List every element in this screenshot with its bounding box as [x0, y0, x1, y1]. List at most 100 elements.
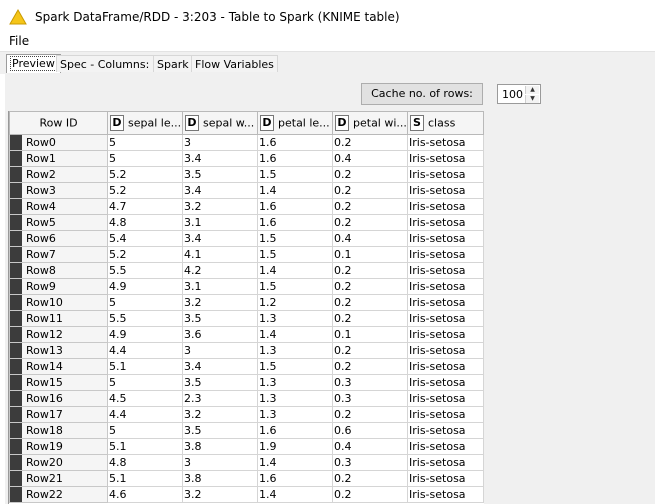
table-row[interactable]: Row14 5.1 3.4 1.5 0.2 Iris-setosa	[9, 358, 484, 375]
table-cell[interactable]: 3	[182, 454, 258, 471]
table-cell[interactable]: Iris-setosa	[407, 230, 484, 247]
table-cell[interactable]: 0.4	[332, 230, 408, 247]
table-row[interactable]: Row22 4.6 3.2 1.4 0.2 Iris-setosa	[9, 486, 484, 503]
table-cell[interactable]: 0.2	[332, 278, 408, 295]
table-cell[interactable]: 0.2	[332, 310, 408, 327]
table-row[interactable]: Row18 5 3.5 1.6 0.6 Iris-setosa	[9, 422, 484, 439]
table-row[interactable]: Row13 4.4 3 1.3 0.2 Iris-setosa	[9, 342, 484, 359]
table-cell[interactable]: 4.5	[107, 390, 183, 407]
table-cell[interactable]: 4.7	[107, 198, 183, 215]
table-cell[interactable]: 1.5	[257, 246, 333, 263]
spin-up-icon[interactable]: ▲	[525, 86, 539, 94]
table-cell[interactable]: 5.4	[107, 230, 183, 247]
table-row[interactable]: Row7 5.2 4.1 1.5 0.1 Iris-setosa	[9, 246, 484, 263]
table-cell[interactable]: 5.2	[107, 182, 183, 199]
table-cell[interactable]: 3.2	[182, 486, 258, 503]
table-cell[interactable]: 3	[182, 134, 258, 151]
table-row[interactable]: Row6 5.4 3.4 1.5 0.4 Iris-setosa	[9, 230, 484, 247]
table-cell[interactable]: 0.2	[332, 406, 408, 423]
table-cell[interactable]: 3.4	[182, 358, 258, 375]
row-id-cell[interactable]: Row21	[9, 470, 108, 487]
table-cell[interactable]: 3.1	[182, 214, 258, 231]
table-cell[interactable]: 3.4	[182, 182, 258, 199]
table-cell[interactable]: Iris-setosa	[407, 310, 484, 327]
table-cell[interactable]: 3.2	[182, 294, 258, 311]
table-cell[interactable]: 3.5	[182, 374, 258, 391]
table-row[interactable]: Row0 5 3 1.6 0.2 Iris-setosa	[9, 134, 484, 151]
table-cell[interactable]: 4.4	[107, 406, 183, 423]
table-cell[interactable]: 1.4	[257, 454, 333, 471]
row-id-cell[interactable]: Row7	[9, 246, 108, 263]
table-cell[interactable]: 2.3	[182, 390, 258, 407]
table-cell[interactable]: 0.2	[332, 134, 408, 151]
table-row[interactable]: Row10 5 3.2 1.2 0.2 Iris-setosa	[9, 294, 484, 311]
table-cell[interactable]: 3.6	[182, 326, 258, 343]
table-row[interactable]: Row16 4.5 2.3 1.3 0.3 Iris-setosa	[9, 390, 484, 407]
table-cell[interactable]: 1.6	[257, 470, 333, 487]
table-cell[interactable]: 0.4	[332, 438, 408, 455]
row-id-cell[interactable]: Row13	[9, 342, 108, 359]
table-cell[interactable]: 3.4	[182, 150, 258, 167]
table-cell[interactable]: 5.1	[107, 470, 183, 487]
table-cell[interactable]: 4.6	[107, 486, 183, 503]
table-row[interactable]: Row3 5.2 3.4 1.4 0.2 Iris-setosa	[9, 182, 484, 199]
row-id-cell[interactable]: Row16	[9, 390, 108, 407]
table-cell[interactable]: 1.3	[257, 310, 333, 327]
table-cell[interactable]: Iris-setosa	[407, 326, 484, 343]
table-cell[interactable]: 0.4	[332, 150, 408, 167]
row-id-cell[interactable]: Row20	[9, 454, 108, 471]
table-cell[interactable]: 4.1	[182, 246, 258, 263]
table-cell[interactable]: 0.2	[332, 470, 408, 487]
table-cell[interactable]: 3.2	[182, 198, 258, 215]
table-cell[interactable]: 1.4	[257, 486, 333, 503]
table-cell[interactable]: 1.5	[257, 278, 333, 295]
table-cell[interactable]: 0.1	[332, 326, 408, 343]
table-cell[interactable]: 1.4	[257, 326, 333, 343]
table-row[interactable]: Row17 4.4 3.2 1.3 0.2 Iris-setosa	[9, 406, 484, 423]
table-cell[interactable]: 1.9	[257, 438, 333, 455]
table-cell[interactable]: 0.2	[332, 342, 408, 359]
table-cell[interactable]: 1.4	[257, 262, 333, 279]
table-cell[interactable]: 5	[107, 294, 183, 311]
table-cell[interactable]: Iris-setosa	[407, 358, 484, 375]
table-cell[interactable]: 1.5	[257, 166, 333, 183]
table-cell[interactable]: 1.3	[257, 374, 333, 391]
table-cell[interactable]: 1.2	[257, 294, 333, 311]
table-cell[interactable]: 3	[182, 342, 258, 359]
table-row[interactable]: Row1 5 3.4 1.6 0.4 Iris-setosa	[9, 150, 484, 167]
table-cell[interactable]: 0.2	[332, 294, 408, 311]
cache-rows-value[interactable]: 100	[502, 88, 523, 101]
table-cell[interactable]: 0.6	[332, 422, 408, 439]
table-cell[interactable]: Iris-setosa	[407, 342, 484, 359]
table-cell[interactable]: Iris-setosa	[407, 438, 484, 455]
table-row[interactable]: Row4 4.7 3.2 1.6 0.2 Iris-setosa	[9, 198, 484, 215]
table-cell[interactable]: 3.5	[182, 310, 258, 327]
table-cell[interactable]: 4.8	[107, 454, 183, 471]
table-cell[interactable]: 5.1	[107, 438, 183, 455]
table-cell[interactable]: 4.4	[107, 342, 183, 359]
table-cell[interactable]: Iris-setosa	[407, 214, 484, 231]
row-id-cell[interactable]: Row12	[9, 326, 108, 343]
table-cell[interactable]: 5.2	[107, 166, 183, 183]
table-cell[interactable]: Iris-setosa	[407, 470, 484, 487]
tab-spark[interactable]: Spark	[153, 55, 193, 72]
table-cell[interactable]: Iris-setosa	[407, 182, 484, 199]
table-cell[interactable]: Iris-setosa	[407, 422, 484, 439]
table-cell[interactable]: Iris-setosa	[407, 486, 484, 503]
row-id-cell[interactable]: Row8	[9, 262, 108, 279]
table-cell[interactable]: 5	[107, 374, 183, 391]
table-cell[interactable]: 0.3	[332, 374, 408, 391]
table-cell[interactable]: 1.3	[257, 390, 333, 407]
row-id-cell[interactable]: Row0	[9, 134, 108, 151]
table-row[interactable]: Row21 5.1 3.8 1.6 0.2 Iris-setosa	[9, 470, 484, 487]
tab-spec[interactable]: Spec - Columns: 5	[56, 55, 164, 72]
cache-rows-button[interactable]: Cache no. of rows:	[361, 83, 483, 105]
table-cell[interactable]: 5	[107, 150, 183, 167]
table-row[interactable]: Row9 4.9 3.1 1.5 0.2 Iris-setosa	[9, 278, 484, 295]
table-cell[interactable]: 4.9	[107, 278, 183, 295]
table-row[interactable]: Row19 5.1 3.8 1.9 0.4 Iris-setosa	[9, 438, 484, 455]
table-cell[interactable]: 1.4	[257, 182, 333, 199]
